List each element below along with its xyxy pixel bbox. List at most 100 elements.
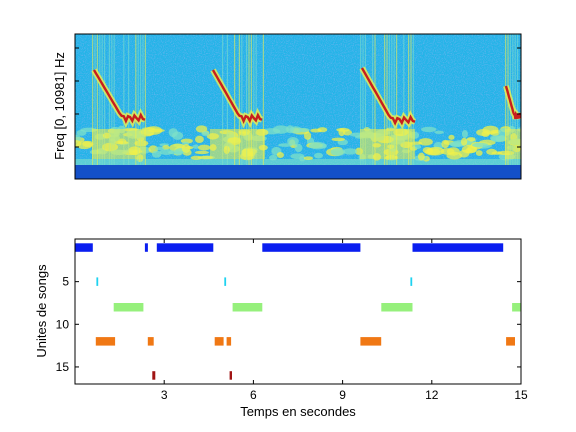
units-axes: 3 6 9 12 15 5 10 15	[56, 239, 528, 402]
x-tick-label: 6	[250, 388, 257, 402]
unit-16-segment	[229, 371, 232, 380]
spectrogram-streak	[101, 34, 103, 165]
spectrogram-energy	[194, 150, 209, 155]
spectrogram-energy	[190, 155, 202, 160]
unit-12-segment	[147, 337, 154, 346]
spectrogram-energy	[303, 131, 312, 140]
unit-12-segment	[506, 337, 515, 346]
spectrogram-streak	[391, 34, 393, 165]
unit-16-segment	[152, 371, 156, 380]
spectrogram-marks	[75, 34, 521, 179]
spectrogram-burst	[505, 129, 521, 159]
spectrogram-energy	[446, 151, 463, 160]
spectrogram-energy	[268, 154, 278, 161]
unit-8-segment	[232, 303, 263, 312]
spectrogram-streak	[372, 34, 374, 165]
spectrogram-energy	[426, 147, 434, 155]
y-tick-label: 15	[56, 360, 70, 374]
spectrogram-burst	[360, 129, 415, 159]
x-tick-label: 9	[339, 388, 346, 402]
unit-8-segment	[113, 303, 144, 312]
spectrogram-y-axis-label: Freq [0, 10981] Hz	[52, 52, 67, 160]
spectrogram-burst	[92, 129, 145, 159]
spectrogram-streak	[388, 34, 390, 165]
spectrogram-streak	[374, 34, 376, 165]
spectrogram-low-band	[75, 165, 521, 179]
spectrogram-energy	[343, 148, 357, 155]
spectrogram-energy	[310, 128, 322, 133]
unit-5-segment	[224, 277, 227, 286]
unit-12-segment	[226, 337, 232, 346]
spectrogram-streak	[222, 34, 224, 165]
spectrogram-streak	[403, 34, 405, 165]
unit-12-segment	[214, 337, 224, 346]
spectrogram-energy	[441, 139, 450, 149]
spectrogram-streak	[253, 34, 255, 165]
spectrogram-energy	[448, 134, 455, 140]
spectrogram-energy	[460, 137, 468, 146]
spectrogram-streak	[104, 34, 106, 165]
spectrogram-streak	[393, 34, 395, 165]
spectrogram-streak	[92, 34, 94, 165]
spectrogram-energy	[154, 146, 165, 151]
spectrogram-streak	[408, 34, 410, 165]
spectrogram-energy	[299, 155, 306, 162]
spectrogram-streak	[137, 34, 139, 165]
spectrogram-streak	[140, 34, 142, 165]
spectrogram-streak	[241, 34, 243, 165]
spectrogram-energy	[472, 142, 489, 148]
spectrogram-streak	[410, 34, 412, 165]
spectrogram-streak	[99, 34, 101, 165]
spectrogram-energy	[489, 131, 500, 136]
spectrogram-energy	[276, 151, 285, 158]
spectrogram-energy	[286, 125, 295, 134]
units-y-axis-label: Unites de songs	[34, 264, 49, 358]
spectrogram-streak	[517, 34, 519, 165]
spectrogram-ticks	[75, 47, 521, 148]
spectrogram-band-edge	[75, 159, 521, 165]
spectrogram-energy	[82, 140, 94, 148]
spectrogram-energy	[421, 126, 437, 133]
spectrogram-energy	[294, 143, 303, 153]
spectrogram-streak	[238, 34, 240, 165]
unit-1-segment	[156, 243, 214, 252]
spectrogram-streak	[135, 34, 137, 165]
spectrogram-energy	[330, 148, 346, 156]
spectrogram-streak	[142, 34, 144, 165]
spectrogram-energy	[303, 156, 314, 160]
spectrogram-energy	[201, 131, 210, 137]
spectrogram-energy	[450, 142, 463, 147]
spectrogram-energy	[151, 150, 162, 158]
spectrogram-energy	[159, 149, 174, 156]
spectrogram-energy	[148, 128, 165, 133]
unit-8-segment	[381, 303, 413, 312]
unit-5-segment	[410, 277, 413, 286]
y-tick-label: 10	[56, 317, 70, 331]
spectrogram-energy	[197, 144, 211, 151]
spectrogram-energy	[162, 145, 170, 151]
x-tick-label: 3	[161, 388, 168, 402]
spectrogram-streak	[505, 34, 507, 165]
spectrogram-energy	[195, 135, 204, 144]
spectrogram-panel	[75, 34, 521, 179]
spectrogram-energy	[413, 144, 422, 150]
x-tick-label: 12	[425, 388, 439, 402]
spectrogram-streak	[248, 34, 250, 165]
spectrogram-energy	[272, 125, 290, 134]
unit-1-segment	[75, 243, 93, 252]
spectrogram-frame	[74, 33, 522, 180]
spectrogram-energy	[331, 137, 346, 142]
spectrogram-energy	[418, 138, 433, 146]
spectrogram-energy	[168, 128, 178, 138]
unit-1-segment	[144, 243, 148, 252]
spectrogram-energy	[490, 135, 506, 143]
units-bars	[75, 243, 521, 380]
spectrogram-streak	[386, 34, 388, 165]
spectrogram-streak	[250, 34, 252, 165]
spectrogram-streak	[364, 34, 366, 165]
spectrogram-streak	[362, 34, 364, 165]
units-plot-area	[75, 239, 521, 384]
spectrogram-energy	[417, 152, 425, 161]
spectrogram-streak	[123, 34, 125, 165]
